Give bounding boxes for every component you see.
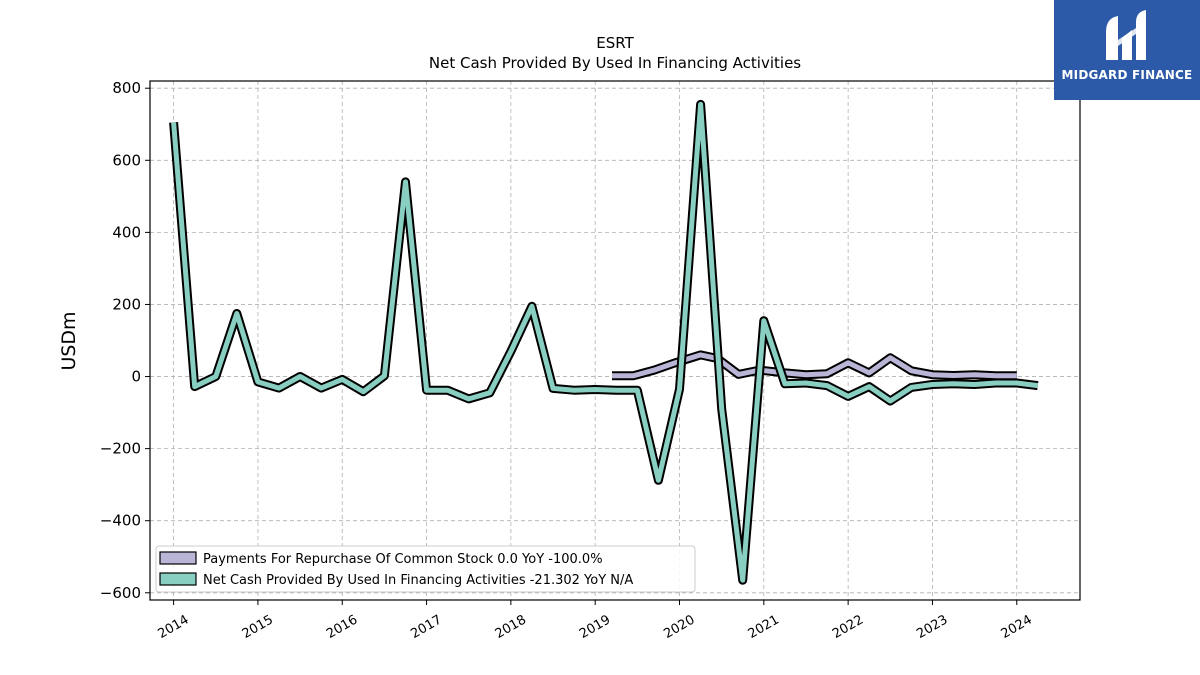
x-tick-label: 2023 [914,612,950,642]
y-tick-label: 800 [112,79,141,97]
y-tick-label: 0 [131,368,141,386]
x-axis: 2014 2015 2016 2017 2018 2019 2020 2021 2022 2023… [155,600,1035,642]
x-tick-label: 2019 [577,612,613,642]
midgard-finance-logo: MIDGARD FINANCE [1054,0,1200,100]
y-axis: −600 −400 −200 0 200 400 600 800 [100,79,150,602]
legend-swatch-financing [159,572,197,586]
x-tick-label: 2017 [408,612,444,642]
x-tick-label: 2021 [746,612,782,642]
legend-label-repurchase: Payments For Repurchase Of Common Stock … [203,552,603,567]
y-tick-label: −200 [100,440,141,458]
y-axis-label: USDm [58,311,80,370]
legend: Payments For Repurchase Of Common Stock … [155,545,696,593]
legend-swatch-repurchase [159,551,197,565]
chart-title: ESRT [596,34,634,52]
x-tick-label: 2018 [493,612,529,642]
logo-text: MIDGARD FINANCE [1061,68,1193,82]
legend-label-financing: Net Cash Provided By Used In Financing A… [203,573,633,588]
x-tick-label: 2015 [240,612,276,642]
y-tick-label: 400 [112,223,141,241]
plot-frame [149,80,1081,601]
series-financing-line-outline [169,99,1039,585]
y-tick-label: −400 [100,512,141,530]
chart-subtitle: Net Cash Provided By Used In Financing A… [429,54,801,72]
y-tick-label: −600 [100,584,141,602]
x-tick-label: 2022 [830,612,866,642]
logo-mark-icon [1106,10,1146,60]
series-layer [169,99,1039,585]
series-financing-line [171,101,1039,583]
x-tick-label: 2020 [661,612,697,642]
x-tick-label: 2024 [999,612,1035,642]
x-tick-label: 2016 [324,612,360,642]
x-tick-label: 2014 [155,612,191,642]
legend-box [155,545,696,593]
y-tick-label: 600 [112,151,141,169]
y-tick-label: 200 [112,295,141,313]
grid-lines [150,81,1080,600]
